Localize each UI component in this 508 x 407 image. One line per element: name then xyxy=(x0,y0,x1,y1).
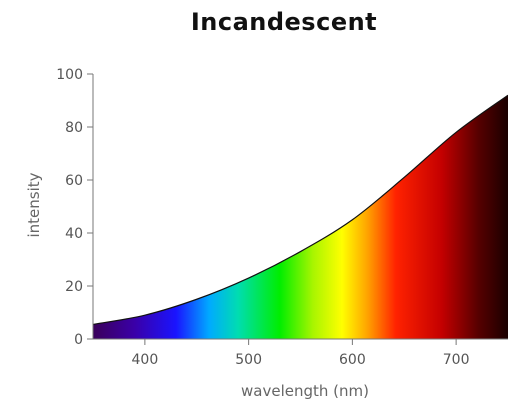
y-tick-label: 40 xyxy=(65,226,83,242)
x-tick-label: 700 xyxy=(443,352,470,368)
y-tick-label: 20 xyxy=(65,279,83,295)
spectrum-area xyxy=(93,95,508,339)
x-axis-label: wavelength (nm) xyxy=(241,382,369,400)
x-tick-label: 400 xyxy=(132,352,159,368)
y-tick-label: 60 xyxy=(65,173,83,189)
plot-area xyxy=(92,94,508,339)
chart-title: Incandescent xyxy=(190,8,378,36)
y-tick-label: 80 xyxy=(65,120,83,136)
axes: 0 20 40 60 80 100 400 500 600 700 wavelength (nm) i… xyxy=(25,67,508,400)
y-tick-label: 100 xyxy=(56,67,83,83)
x-tick-label: 600 xyxy=(339,352,366,368)
y-tick-label: 0 xyxy=(74,332,83,348)
x-tick-label: 500 xyxy=(235,352,262,368)
intensity-curve xyxy=(92,94,508,326)
y-axis-label: intensity xyxy=(25,172,43,237)
